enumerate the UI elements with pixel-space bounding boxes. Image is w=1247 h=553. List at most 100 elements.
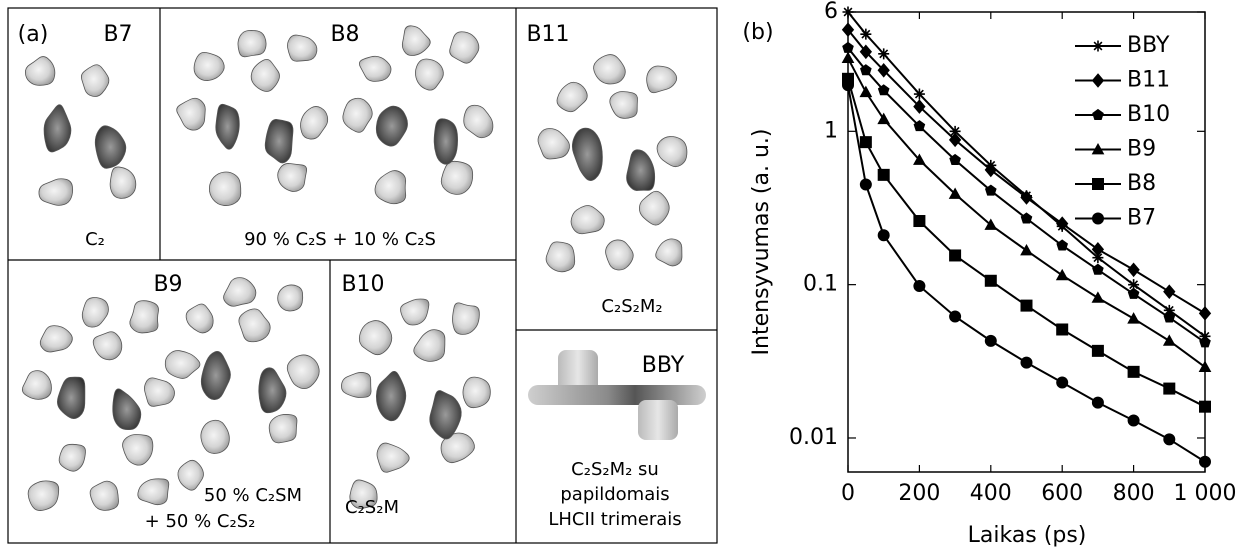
box-caption: papildomais [560, 484, 669, 505]
light-complex [58, 443, 86, 472]
light-complex [376, 442, 410, 473]
marker [1163, 382, 1176, 395]
light-complex [89, 480, 119, 511]
legend-label: B7 [1127, 206, 1156, 231]
marker [984, 184, 997, 196]
light-complex [122, 434, 154, 466]
box-title: B10 [341, 272, 384, 297]
dark-complex [215, 103, 240, 150]
light-complex [27, 480, 60, 511]
light-complex [268, 414, 298, 444]
marker [1091, 396, 1104, 409]
light-complex [462, 376, 491, 409]
marker [1163, 284, 1176, 299]
x-axis-label: Laikas (ps) [968, 523, 1087, 548]
marker [913, 88, 925, 100]
light-complex [341, 372, 372, 398]
marker [1127, 287, 1140, 299]
light-complex [413, 329, 446, 362]
marker [913, 99, 926, 114]
panel-b: (b) Laikas (ps) Intensyvumas (a. u.) 0 20… [742, 0, 1236, 548]
box-caption: C₂S₂M₂ su [571, 459, 659, 480]
light-complex [21, 370, 52, 400]
series-line [847, 84, 1206, 463]
light-complex [609, 91, 638, 119]
box-caption: 50 % C₂SM [204, 485, 302, 506]
plot-frame [847, 11, 1206, 473]
marker [877, 84, 890, 96]
marker [1162, 334, 1176, 346]
dark-complex [200, 351, 231, 400]
light-complex [200, 419, 230, 454]
light-complex [646, 65, 678, 94]
light-complex [250, 58, 280, 92]
bby-icon [528, 350, 706, 440]
marker [1020, 212, 1033, 224]
marker [841, 51, 855, 64]
light-complex [81, 297, 109, 328]
light-complex [185, 303, 214, 334]
marker [1199, 455, 1211, 468]
legend-marker [1092, 178, 1104, 190]
light-complex [449, 31, 480, 64]
light-complex [463, 104, 494, 139]
marker [842, 41, 854, 53]
dark-complex [571, 127, 603, 181]
dark-complex [94, 125, 127, 169]
marker [948, 187, 962, 199]
light-complex [177, 459, 204, 491]
dark-complex [264, 119, 294, 164]
marker [877, 63, 890, 78]
light-complex [277, 163, 308, 192]
y-tick-label: 6 [824, 0, 838, 24]
legend-marker [1092, 212, 1104, 225]
legend-marker [1092, 40, 1104, 52]
marker [1128, 279, 1140, 291]
box-caption: C₂ [85, 229, 105, 250]
light-complex [593, 54, 626, 85]
light-complex [286, 354, 320, 389]
box-caption: LHCII trimerais [548, 509, 681, 530]
marker [1056, 376, 1069, 389]
light-complex [287, 34, 318, 62]
light-complex [193, 51, 225, 82]
y-tick-label: 0.01 [789, 425, 838, 450]
legend-label: B10 [1127, 102, 1170, 127]
dark-complex [258, 367, 287, 414]
light-complex [277, 284, 304, 312]
box-caption: C₂S₂M₂ [601, 296, 662, 317]
light-complex [38, 178, 74, 206]
light-complex [238, 308, 271, 343]
x-tick-label: 800 [1113, 481, 1155, 506]
light-complex [176, 97, 206, 131]
marker [1163, 311, 1176, 323]
light-complex [237, 30, 267, 58]
box-caption: 90 % C₂S + 10 % C₂S [244, 229, 436, 250]
y-tick-label: 0.1 [803, 272, 838, 297]
light-complex [208, 171, 242, 206]
marker [1127, 365, 1140, 378]
marker [859, 136, 872, 149]
dark-complex [376, 371, 407, 422]
series-line [847, 57, 1206, 368]
marker [1056, 216, 1069, 231]
marker [859, 44, 873, 60]
legend-label: B11 [1127, 68, 1170, 93]
marker [878, 48, 890, 60]
marker [877, 229, 890, 242]
light-complex [605, 239, 634, 271]
marker [913, 279, 926, 292]
light-complex [537, 128, 570, 160]
marker [877, 112, 891, 125]
legend-marker [1092, 108, 1104, 120]
light-complex [300, 106, 329, 140]
dark-complex [433, 118, 458, 165]
light-complex [25, 56, 56, 86]
legend-label: B9 [1127, 137, 1156, 162]
x-tick-label: 1 000 [1174, 481, 1237, 506]
series [842, 79, 1211, 468]
light-complex [556, 81, 588, 113]
light-complex [638, 190, 670, 226]
marker [913, 215, 926, 228]
